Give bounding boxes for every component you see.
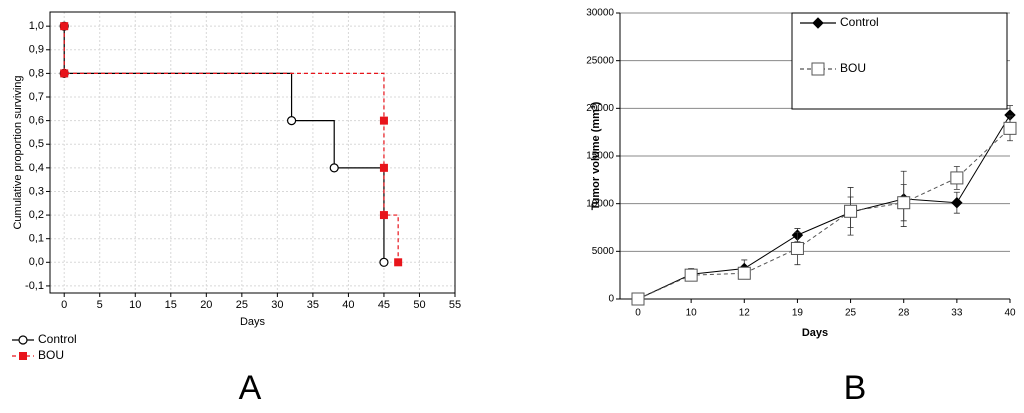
- marker: [951, 197, 963, 209]
- panel-label: B: [844, 369, 867, 407]
- marker: [379, 257, 389, 267]
- marker: [286, 116, 297, 126]
- x-tick-label: 40: [1004, 308, 1016, 319]
- x-tick-label: 12: [739, 308, 751, 319]
- legend-label: BOU: [38, 348, 64, 362]
- x-tick-label: 45: [378, 299, 390, 311]
- y-tick-label: 0,3: [29, 185, 44, 197]
- x-tick-label: 15: [165, 299, 177, 311]
- y-tick-label: 10000: [586, 198, 614, 209]
- legend-label: Control: [38, 332, 77, 346]
- legend-marker: [19, 352, 27, 360]
- y-tick-label: 0,9: [29, 44, 44, 56]
- y-tick-label: 0,4: [29, 162, 44, 174]
- y-tick-label: 0,5: [29, 138, 44, 150]
- marker: [897, 196, 911, 210]
- y-tick-label: 15000: [586, 151, 614, 162]
- y-axis-title: Tumor volume (mm³): [590, 101, 602, 210]
- x-tick-label: 50: [413, 299, 425, 311]
- x-axis-title: Days: [240, 316, 266, 328]
- y-tick-label: 0,8: [29, 67, 44, 79]
- y-tick-label: 30000: [586, 8, 614, 19]
- y-tick-label: 0,7: [29, 91, 44, 103]
- marker: [844, 204, 858, 218]
- marker: [737, 266, 751, 280]
- y-tick-label: 5000: [592, 246, 615, 257]
- marker: [60, 69, 69, 78]
- marker: [379, 163, 388, 172]
- x-tick-label: 10: [686, 308, 698, 319]
- y-axis-title: Cumulative proportion surviving: [12, 75, 24, 229]
- x-tick-label: 5: [97, 299, 103, 311]
- x-tick-label: 25: [236, 299, 248, 311]
- marker: [790, 241, 804, 255]
- marker: [1003, 121, 1017, 135]
- x-axis-title: Days: [802, 327, 828, 339]
- y-tick-label: 0: [608, 294, 614, 305]
- x-tick-label: 30: [271, 299, 283, 311]
- legend-marker: [18, 335, 28, 345]
- legend-label: Control: [840, 15, 879, 29]
- y-tick-label: -0,1: [25, 280, 44, 292]
- marker: [60, 22, 69, 31]
- marker: [950, 171, 964, 185]
- legend-marker: [811, 62, 825, 76]
- y-tick-label: 0,2: [29, 209, 44, 221]
- x-tick-label: 20: [200, 299, 212, 311]
- legend-marker: [812, 17, 824, 29]
- plot-frame: [49, 11, 456, 294]
- step-line: [63, 26, 399, 263]
- x-tick-label: 0: [61, 299, 67, 311]
- x-tick-label: 28: [898, 308, 910, 319]
- series-line: [637, 114, 1011, 300]
- x-tick-label: 19: [792, 308, 804, 319]
- y-tick-label: 0,1: [29, 233, 44, 245]
- marker: [631, 292, 645, 306]
- x-tick-label: 35: [307, 299, 319, 311]
- marker: [329, 163, 339, 173]
- marker: [379, 211, 388, 220]
- y-tick-label: 20000: [586, 103, 614, 114]
- series-line: [637, 127, 1011, 300]
- x-tick-label: 33: [951, 308, 963, 319]
- legend-label: BOU: [840, 61, 866, 75]
- panel-label: A: [239, 369, 262, 407]
- x-tick-label: 55: [449, 299, 461, 311]
- y-tick-label: 0,0: [29, 256, 44, 268]
- legend-box: [791, 12, 1008, 110]
- y-tick-label: 0,6: [29, 115, 44, 127]
- y-tick-label: 25000: [586, 55, 614, 66]
- marker: [379, 116, 388, 125]
- x-tick-label: 0: [635, 308, 641, 319]
- x-tick-label: 40: [342, 299, 354, 311]
- marker: [394, 258, 403, 267]
- x-tick-label: 10: [129, 299, 141, 311]
- marker: [684, 268, 698, 282]
- x-tick-label: 25: [845, 308, 857, 319]
- y-tick-label: 1,0: [29, 20, 44, 32]
